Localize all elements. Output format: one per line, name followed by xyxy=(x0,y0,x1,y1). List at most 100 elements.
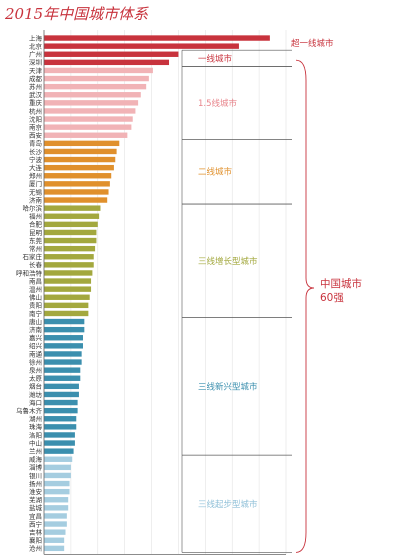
bar xyxy=(44,375,81,381)
city-label: 广州 xyxy=(29,50,42,59)
bar xyxy=(44,140,120,147)
bar xyxy=(44,359,82,365)
city-label: 潍坊 xyxy=(29,390,43,399)
city-label: 上海 xyxy=(29,33,43,42)
city-label: 烟台 xyxy=(29,382,42,391)
bar xyxy=(44,416,77,422)
city-label: 南通 xyxy=(29,349,43,358)
city-label: 绍兴 xyxy=(29,341,43,350)
total-group: 中国城市 60强 xyxy=(295,59,362,553)
bar xyxy=(44,513,67,519)
city-label: 海口 xyxy=(29,398,42,407)
bar xyxy=(44,456,73,462)
city-label: 天津 xyxy=(29,67,43,75)
city-label: 兰州 xyxy=(29,446,42,455)
bar xyxy=(44,464,71,471)
bar xyxy=(44,35,270,41)
city-label: 泉州 xyxy=(29,365,42,374)
total-label-line2: 60强 xyxy=(320,292,344,304)
tier-bracket xyxy=(181,454,292,553)
bar xyxy=(44,181,110,187)
city-label: 南京 xyxy=(29,122,43,131)
bar xyxy=(44,124,132,130)
bar xyxy=(44,383,79,390)
bar xyxy=(44,472,71,479)
city-label: 西宁 xyxy=(29,519,43,528)
city-label: 青岛 xyxy=(29,139,42,148)
city-label: 湖州 xyxy=(29,414,42,423)
city-label: 佛山 xyxy=(29,293,42,302)
bar xyxy=(44,67,153,74)
city-label: 哈尔滨 xyxy=(23,203,43,212)
tier-label: 三线新兴型城市 xyxy=(198,381,258,392)
city-label: 长沙 xyxy=(29,147,43,156)
city-label: 常州 xyxy=(29,244,42,253)
bar xyxy=(44,164,114,171)
bar xyxy=(44,399,78,406)
bar xyxy=(44,92,141,98)
city-label: 洛阳 xyxy=(29,430,42,439)
city-label: 济南 xyxy=(29,325,43,334)
city-label: 徐州 xyxy=(29,357,42,366)
city-label: 珠海 xyxy=(29,422,43,431)
bar xyxy=(44,132,128,138)
city-label: 武汉 xyxy=(29,90,43,99)
bar xyxy=(44,59,170,66)
city-label: 宁波 xyxy=(29,155,43,164)
city-label: 济南 xyxy=(29,195,43,204)
bar xyxy=(44,51,179,57)
city-label: 石家庄 xyxy=(23,252,43,261)
bar xyxy=(44,318,85,325)
bars xyxy=(44,35,270,552)
city-label: 中山 xyxy=(29,438,42,447)
tier-label: 超一线城市 xyxy=(291,38,334,49)
bar xyxy=(44,173,112,179)
city-label: 沧州 xyxy=(29,544,42,553)
bar xyxy=(44,189,109,195)
city-label: 扬州 xyxy=(29,479,42,488)
bar xyxy=(44,83,147,90)
bar xyxy=(44,100,139,106)
city-label: 贵阳 xyxy=(29,301,42,310)
bar xyxy=(44,221,98,228)
city-label: 北京 xyxy=(29,41,43,50)
bar xyxy=(44,326,85,333)
total-brace xyxy=(295,59,315,553)
bar xyxy=(44,310,89,317)
bar xyxy=(44,302,89,309)
bar xyxy=(44,351,82,357)
bar xyxy=(44,156,116,163)
city-label: 苏州 xyxy=(29,82,42,91)
city-label: 长春 xyxy=(29,260,43,269)
city-label: 无锡 xyxy=(29,187,43,196)
bar xyxy=(44,278,92,284)
bar xyxy=(44,254,94,260)
city-label: 太原 xyxy=(29,374,43,383)
bar xyxy=(44,424,77,430)
city-label: 深圳 xyxy=(29,58,42,67)
bar xyxy=(44,391,79,398)
city-label: 沈阳 xyxy=(29,114,42,123)
city-label: 大连 xyxy=(29,163,43,172)
bar xyxy=(44,108,136,114)
bar xyxy=(44,213,100,219)
bar xyxy=(44,294,90,300)
bar xyxy=(44,335,83,341)
tier-label: 三线起步型城市 xyxy=(198,499,258,510)
city-label: 威海 xyxy=(29,455,43,464)
city-label: 福州 xyxy=(29,212,42,221)
bar xyxy=(44,262,94,268)
bar xyxy=(44,448,74,454)
city-label: 南宁 xyxy=(29,309,43,318)
bar xyxy=(44,488,70,495)
bar xyxy=(44,237,97,244)
bar xyxy=(44,286,92,292)
bar xyxy=(44,367,81,373)
city-label: 厦门 xyxy=(29,179,42,188)
city-label: 吉林 xyxy=(29,527,43,536)
city-label: 襄阳 xyxy=(29,536,42,545)
total-label-line1: 中国城市 xyxy=(320,277,362,290)
bar xyxy=(44,497,69,503)
